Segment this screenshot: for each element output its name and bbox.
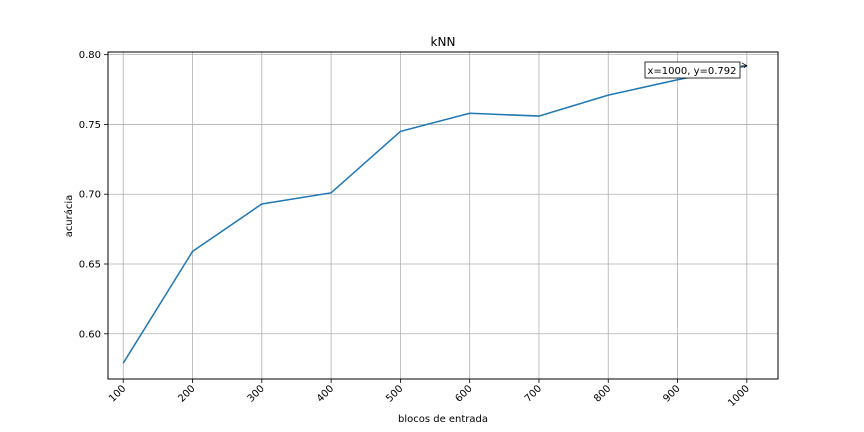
y-tick-label: 0.75 — [79, 120, 101, 131]
x-tick-label: 500 — [384, 383, 405, 404]
x-tick-label: 400 — [315, 383, 336, 404]
annotation-text: x=1000, y=0.792 — [647, 66, 736, 77]
y-tick-label: 0.70 — [79, 190, 101, 201]
x-tick-label: 700 — [523, 383, 544, 404]
x-tick-label: 200 — [176, 383, 197, 404]
x-tick-label: 300 — [246, 383, 267, 404]
x-tick-label: 600 — [454, 383, 475, 404]
x-tick-label: 1000 — [726, 383, 752, 409]
annotation-box — [644, 61, 741, 79]
y-tick-label: 0.80 — [79, 50, 101, 61]
x-axis-label: blocos de entrada — [398, 414, 488, 425]
grid-layer — [108, 52, 778, 379]
x-tick-label: 900 — [661, 383, 682, 404]
x-tick-label: 100 — [107, 383, 128, 404]
annotation-layer: x=1000, y=0.792 — [644, 61, 748, 79]
y-tick-label: 0.60 — [79, 329, 101, 340]
ticks-layer: 100 200 300 400 500 600 700 800 900 1000 0.60 0.65 0… — [79, 50, 752, 409]
series-layer — [122, 65, 747, 364]
y-tick-label: 0.65 — [79, 259, 101, 270]
series-line — [122, 65, 747, 364]
chart-title: kNN — [431, 35, 456, 49]
annotation-arrowhead — [741, 62, 748, 69]
x-tick-label: 800 — [592, 383, 613, 404]
plot-frame — [107, 51, 779, 380]
y-axis-label: acurácia — [63, 195, 75, 238]
